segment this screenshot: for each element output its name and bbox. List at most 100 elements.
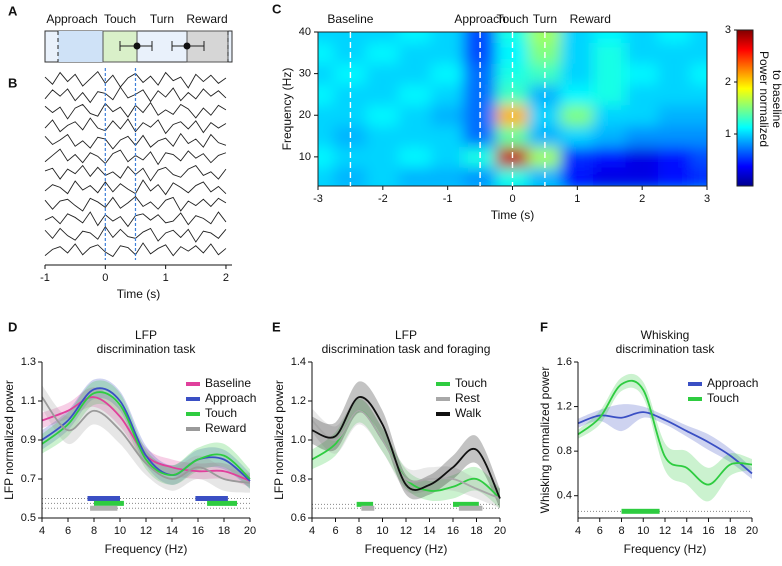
heatmap-cell (366, 166, 400, 186)
heatmap-cell (366, 125, 400, 147)
sig-bar (87, 496, 120, 501)
heatmap-cell (560, 83, 595, 106)
panel-letter: A (8, 3, 18, 18)
heatmap-cell (366, 83, 400, 106)
heatmap-cell (657, 32, 692, 43)
x-tick-label: 12 (140, 525, 152, 537)
sig-bar (621, 508, 660, 514)
x-tick-label: 18 (218, 525, 230, 537)
chart-subtitle: discrimination task (616, 342, 716, 356)
event-label: Approach (454, 12, 505, 26)
error-band (42, 380, 250, 489)
heatmap-cell (690, 145, 707, 168)
x-axis-label: Frequency (Hz) (624, 542, 707, 556)
sig-bar (453, 501, 479, 507)
heatmap-cell (625, 125, 659, 147)
legend-label: Reward (205, 421, 246, 435)
approach-box (58, 31, 103, 62)
panel-letter: F (540, 319, 548, 334)
x-axis-label: Frequency (Hz) (105, 542, 188, 556)
error-band (578, 404, 752, 479)
heatmap-cell (398, 166, 432, 186)
heatmap-cell (366, 32, 400, 43)
sig-bar (458, 505, 483, 511)
heatmap-cell (318, 125, 335, 147)
heatmap-cell (625, 32, 659, 43)
sig-bar (207, 500, 237, 506)
y-axis-label: LFP normalized power (2, 380, 16, 500)
heatmap-cells (318, 32, 707, 186)
heatmap-cell (398, 125, 432, 147)
sig-bar (90, 505, 118, 511)
panel-letter: E (272, 319, 281, 334)
legend-label: Baseline (205, 376, 251, 390)
timeline-dot (133, 42, 141, 50)
x-axis-label: Time (s) (117, 287, 161, 301)
series-line (577, 411, 753, 475)
timeline-label: Turn (150, 12, 174, 26)
colorbar-label: to baseline (770, 70, 782, 128)
y-tick-label: 1.2 (557, 400, 572, 412)
error-band (312, 399, 500, 509)
series-line (41, 387, 251, 482)
heatmap-cell (657, 104, 692, 127)
colorbar (736, 29, 754, 187)
x-tick-label: 4 (309, 525, 315, 537)
x-tick-label: 6 (332, 525, 338, 537)
event-label: Turn (533, 12, 557, 26)
legend-label: Approach (707, 376, 758, 390)
heatmap-cell (593, 145, 627, 168)
y-tick-label: 1.3 (21, 356, 36, 368)
heatmap-cell (625, 166, 659, 186)
y-axis-label: Frequency (Hz) (280, 68, 294, 151)
colorbar-label: Power normalized (757, 51, 771, 147)
error-band (42, 385, 250, 493)
heatmap-cell (657, 125, 692, 147)
chart-subtitle: discrimination task and foraging (322, 342, 491, 356)
heatmap-cell (430, 166, 465, 186)
x-tick-label: -1 (40, 272, 50, 284)
heatmap-cell (430, 83, 465, 106)
timeline: Approach Touch Turn Reward (44, 12, 233, 63)
heatmap-cell (318, 41, 335, 64)
timeline-label: Approach (46, 12, 97, 26)
heatmap-cell (398, 41, 432, 64)
heatmap-cell (593, 83, 627, 106)
series-line (41, 391, 251, 480)
heatmap-cell (690, 166, 707, 186)
x-tick-label: 14 (423, 525, 435, 537)
legend-label: Approach (205, 391, 256, 405)
heatmap-cell (625, 83, 659, 106)
heatmap-cell (560, 145, 595, 168)
x-tick-label: 2 (639, 193, 645, 205)
heatmap-cell (318, 145, 335, 168)
chart-title: Whisking (641, 328, 690, 342)
x-tick-label: 8 (618, 525, 624, 537)
heatmap-cell (593, 62, 627, 85)
y-tick-label: 1.1 (21, 395, 36, 407)
heatmap-cell (625, 41, 659, 64)
x-tick-label: -1 (443, 193, 453, 205)
legend-label: Touch (707, 391, 739, 405)
heatmap-cell (398, 145, 432, 168)
colorbar-tick-label: 3 (725, 24, 731, 36)
x-tick-label: -3 (313, 193, 323, 205)
sig-bar (195, 496, 228, 501)
x-tick-label: 16 (192, 525, 204, 537)
legend-label: Walk (455, 406, 482, 420)
heatmap-cell (593, 104, 627, 127)
heatmap-cell (366, 104, 400, 127)
heatmap-cell (657, 166, 692, 186)
timeline-label: Reward (186, 12, 227, 26)
heatmap-cell (690, 62, 707, 85)
error-band (312, 397, 500, 509)
y-tick-label: 0.4 (557, 490, 572, 502)
heatmap-cell (366, 41, 400, 64)
panel-letter: D (8, 319, 17, 334)
sig-bar (361, 505, 375, 511)
x-tick-label: 0 (509, 193, 515, 205)
x-tick-label: 1 (574, 193, 580, 205)
x-tick-label: 20 (494, 525, 506, 537)
colorbar-tick-label: 2 (725, 76, 731, 88)
